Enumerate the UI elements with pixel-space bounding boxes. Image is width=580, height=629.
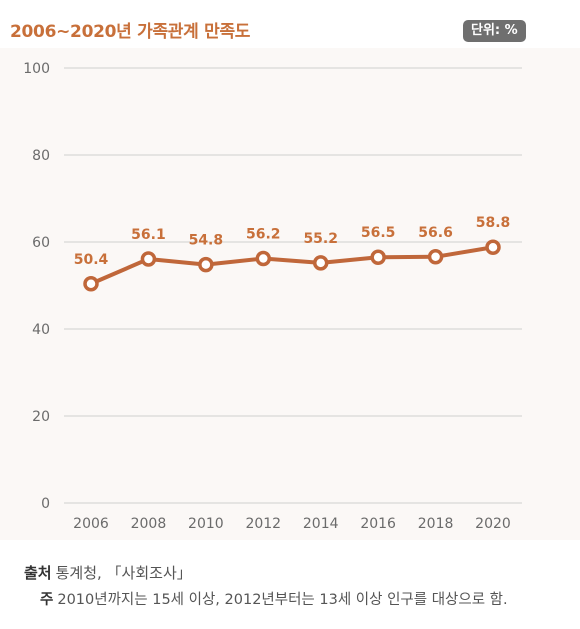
data-label: 50.4 [74, 252, 109, 268]
data-label: 56.2 [246, 227, 281, 243]
footnote: 주 2010년까지는 15세 이상, 2012년부터는 13세 이상 인구를 대상… [40, 588, 508, 609]
data-point [370, 249, 386, 265]
y-tick-label: 20 [32, 409, 50, 425]
x-tick-label: 2010 [188, 516, 224, 532]
data-labels: 50.4 56.1 54.8 56.2 55.2 56.5 56.6 58.8 [74, 215, 511, 268]
x-tick-label: 2008 [131, 516, 167, 532]
x-axis-ticks: 2006 2008 2010 2012 2014 2016 2018 2020 [73, 516, 511, 532]
y-tick-label: 60 [32, 235, 50, 251]
y-tick-label: 0 [41, 496, 50, 512]
x-tick-label: 2012 [245, 516, 281, 532]
x-tick-label: 2018 [418, 516, 454, 532]
footnote-label: 주 [40, 592, 54, 608]
x-tick-label: 2014 [303, 516, 339, 532]
y-axis-ticks: 0 20 40 60 80 100 [23, 61, 50, 512]
data-label: 54.8 [189, 233, 224, 249]
source-label: 출처 [24, 564, 52, 582]
data-label: 56.6 [418, 225, 453, 241]
data-point [485, 239, 501, 255]
series-line-path [89, 245, 495, 286]
data-label: 56.1 [131, 227, 166, 243]
source-text: 통계청, 「사회조사」 [55, 564, 192, 582]
chart-title: 2006~2020년 가족관계 만족도 [10, 22, 251, 42]
data-point [427, 249, 444, 265]
data-point [255, 250, 272, 267]
data-point [140, 251, 157, 267]
y-tick-label: 100 [23, 61, 50, 77]
x-tick-label: 2016 [360, 516, 396, 532]
grid-lines [64, 67, 522, 504]
chart-panel: 0 20 40 60 80 100 2006 2008 2010 2012 2014 2016 201… [0, 48, 580, 540]
data-label: 58.8 [476, 215, 511, 231]
y-tick-label: 40 [32, 322, 50, 338]
data-point [198, 256, 214, 273]
data-point [312, 255, 329, 271]
data-label: 56.5 [361, 225, 396, 241]
line-chart: 0 20 40 60 80 100 2006 2008 2010 2012 2014 2016 201… [23, 61, 522, 532]
footnote-text: 2010년까지는 15세 이상, 2012년부터는 13세 이상 인구를 대상으… [57, 592, 508, 608]
data-point [83, 276, 99, 292]
unit-badge: 단위: % [463, 20, 526, 42]
data-label: 55.2 [303, 231, 338, 247]
x-tick-label: 2020 [475, 516, 511, 532]
y-tick-label: 80 [32, 148, 50, 164]
series-line [89, 245, 495, 286]
source-note: 출처 통계청, 「사회조사」 [24, 562, 192, 583]
data-points [83, 239, 501, 292]
x-tick-label: 2006 [73, 516, 109, 532]
